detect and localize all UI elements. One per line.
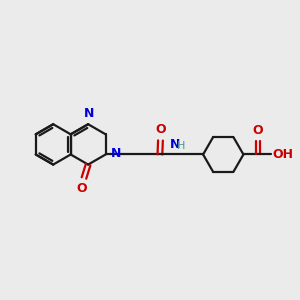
Text: H: H [177,141,185,151]
Text: N: N [170,138,180,151]
Text: N: N [83,107,94,120]
Text: O: O [155,123,166,136]
Text: N: N [111,147,122,161]
Text: O: O [253,124,263,137]
Text: OH: OH [273,148,294,161]
Text: O: O [76,182,87,196]
